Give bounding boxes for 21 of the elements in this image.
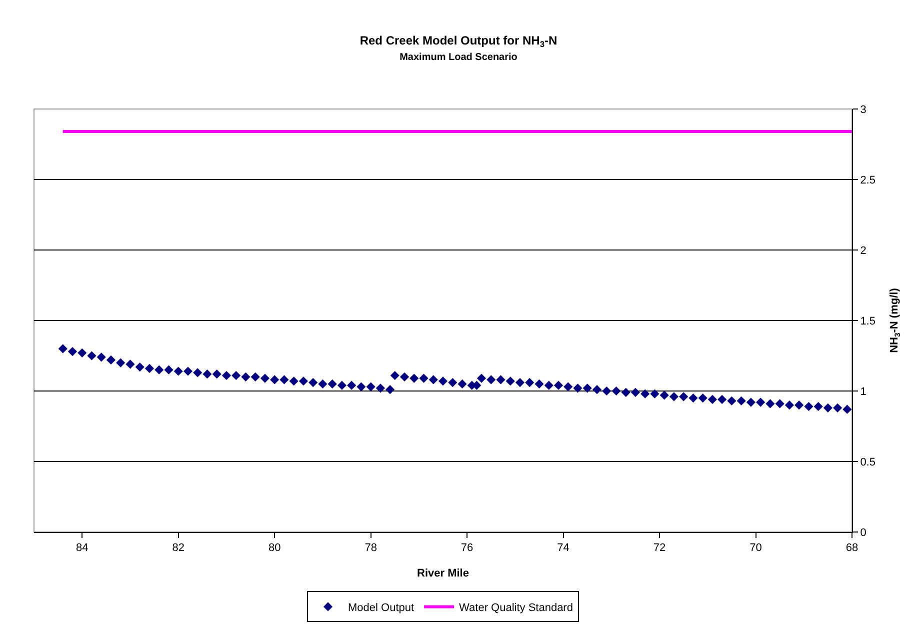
y-tick-label: 2.5 [860, 174, 876, 186]
y-tick-label: 1 [860, 386, 866, 398]
x-axis-title: River Mile [417, 567, 469, 580]
x-tick-label: 82 [172, 542, 184, 554]
x-tick-label: 76 [460, 542, 474, 554]
x-tick-label: 80 [268, 542, 281, 554]
y-tick-label: 0 [860, 526, 866, 539]
x-tick-label: 70 [750, 542, 762, 554]
x-tick-label: 78 [364, 542, 377, 554]
y-tick-label: 3 [860, 104, 866, 116]
y-tick-label: 2 [860, 244, 866, 257]
legend-label: Model Output [348, 602, 414, 614]
y-tick-label: 0.5 [860, 456, 876, 468]
chart-title: Red Creek Model Output for NH$_{3}$-N [360, 33, 558, 49]
x-tick-label: 72 [653, 542, 666, 554]
legend-label: Water Quality Standard [459, 602, 573, 614]
x-tick-label: 74 [557, 542, 570, 554]
x-tick-label: 68 [846, 542, 858, 554]
chart-subtitle: Maximum Load Scenario [400, 52, 518, 63]
x-tick-label: 84 [76, 542, 88, 554]
y-tick-label: 1.5 [860, 315, 876, 328]
